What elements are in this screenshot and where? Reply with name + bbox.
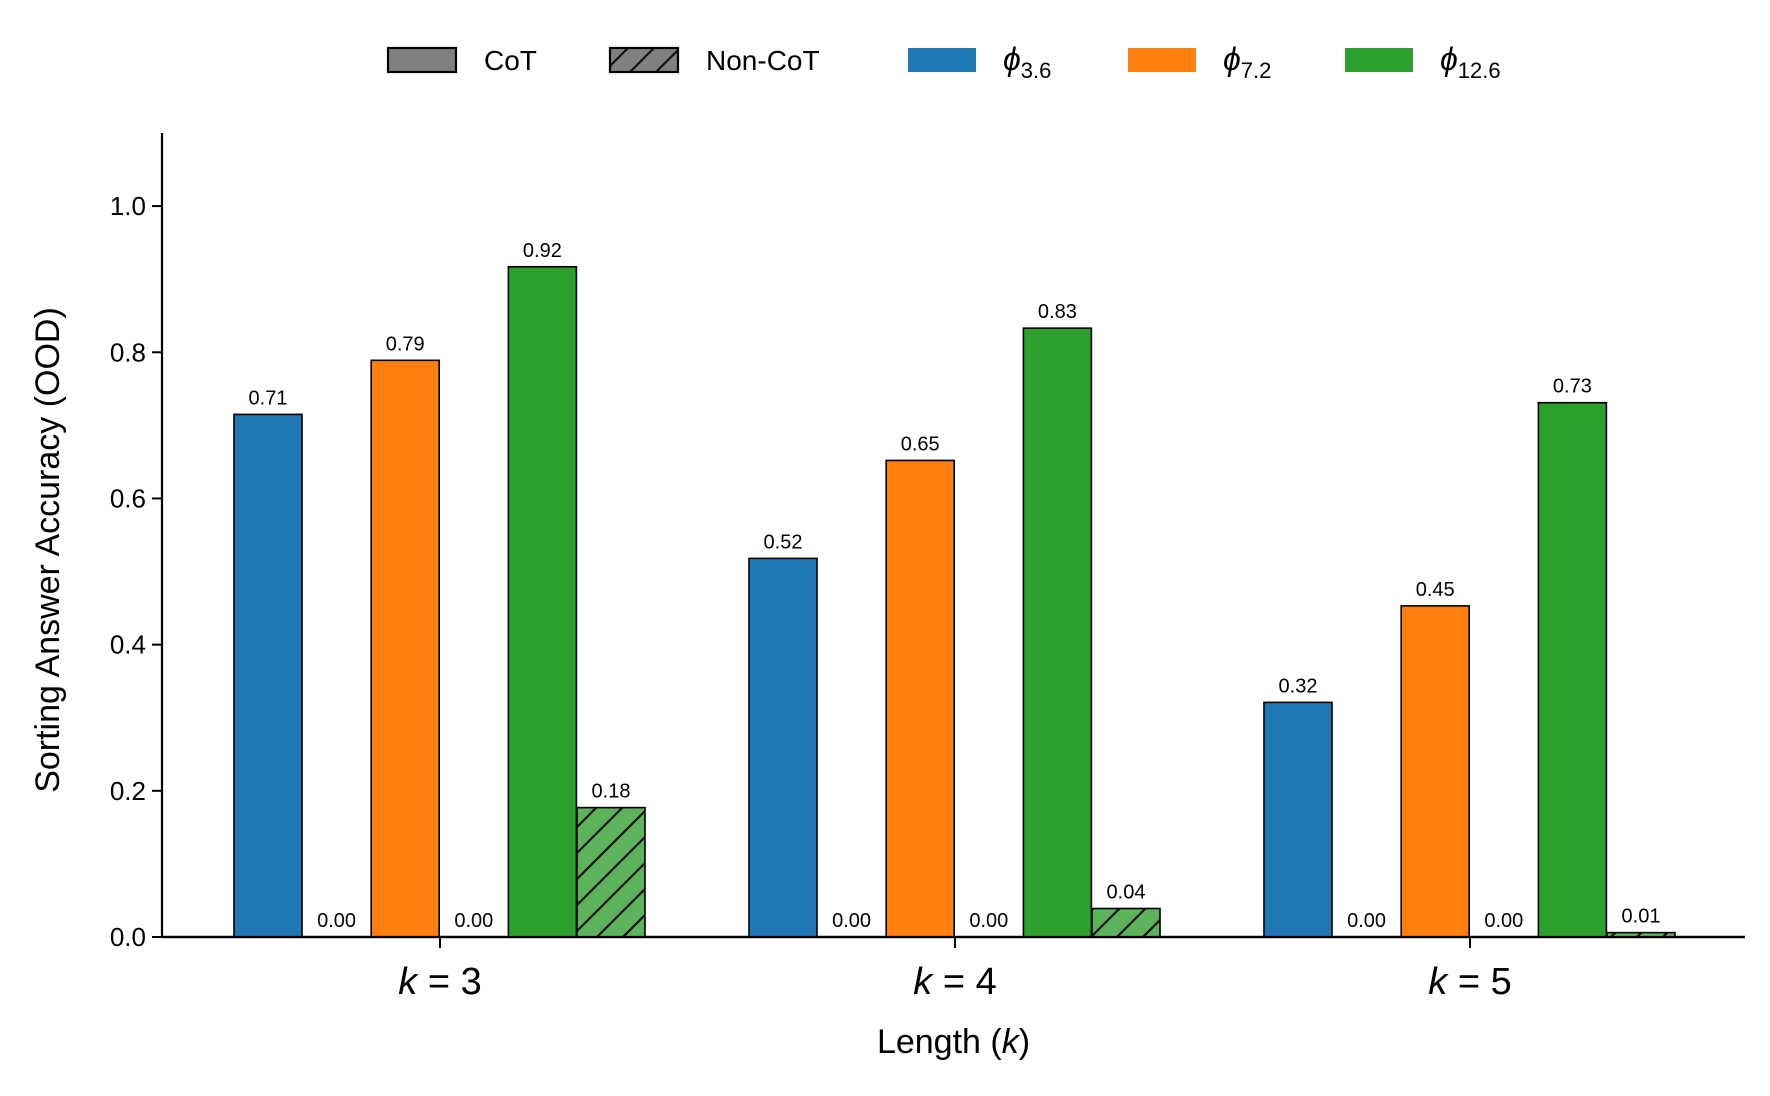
data-label: 0.79 xyxy=(386,333,425,355)
bar-cot-7.2-k3 xyxy=(370,359,441,938)
legend-item: CoT xyxy=(386,45,537,76)
data-label: 0.45 xyxy=(1416,579,1455,601)
bar-cot-12.6-k4 xyxy=(1022,327,1093,938)
data-label: 0.01 xyxy=(1622,906,1661,928)
y-axis-title: Sorting Answer Accuracy (OOD) xyxy=(29,307,67,793)
legend-swatch-phi-3.6 xyxy=(908,48,976,72)
data-label: 0.00 xyxy=(1484,910,1523,932)
legend-item: ϕ7.2 xyxy=(1128,41,1271,83)
y-tick-label: 0.8 xyxy=(110,337,146,367)
y-tick-label: 0.4 xyxy=(110,630,146,660)
data-label: 0.18 xyxy=(592,781,631,803)
bar-cot-12.6-k5 xyxy=(1537,401,1608,938)
data-label: 0.65 xyxy=(901,433,940,455)
x-tick-label: k = 5 xyxy=(1428,961,1511,1003)
data-label: 0.04 xyxy=(1107,881,1146,903)
bar-cot-12.6-k3 xyxy=(507,265,578,938)
data-label: 0.00 xyxy=(317,910,356,932)
bar-cot-3.6-k4 xyxy=(748,557,818,938)
legend-label: ϕ7.2 xyxy=(1223,41,1271,83)
data-label: 0.83 xyxy=(1038,301,1077,323)
data-label: 0.00 xyxy=(832,910,871,932)
axes: 0.0 0.2 0.4 0.6 0.8 1.0 k = 3 k = 4 k = 5 Length … xyxy=(29,133,1745,1061)
y-tick-label: 1.0 xyxy=(110,191,146,221)
legend-swatch-phi-12.6 xyxy=(1345,48,1413,72)
x-tick-label: k = 3 xyxy=(398,961,481,1003)
data-label: 0.00 xyxy=(1347,910,1386,932)
data-labels: 0.71 0.00 0.79 0.00 0.92 0.18 0.52 0.00 0.65 0.00… xyxy=(162,240,1745,939)
legend-label: Non-CoT xyxy=(706,45,820,76)
bar-cot-3.6-k3 xyxy=(233,413,303,938)
bar-cot-7.2-k5 xyxy=(1400,605,1470,938)
legend-item: ϕ3.6 xyxy=(908,41,1051,83)
data-label: 0.92 xyxy=(523,240,562,262)
legend-label: ϕ12.6 xyxy=(1440,41,1501,83)
x-axis-title: Length (k) xyxy=(877,1023,1030,1061)
bar-noncot-12.6-k4 xyxy=(1091,907,1161,938)
data-label: 0.32 xyxy=(1279,675,1318,697)
legend-label: ϕ3.6 xyxy=(1003,41,1051,83)
legend-swatch-non-cot xyxy=(608,46,680,74)
legend-label: CoT xyxy=(484,45,537,76)
bar-cot-7.2-k4 xyxy=(885,459,956,938)
bar-noncot-12.6-k3 xyxy=(576,806,646,938)
data-label: 0.73 xyxy=(1553,376,1592,398)
bar-cot-3.6-k5 xyxy=(1263,701,1333,938)
y-tick-label: 0.2 xyxy=(110,776,146,806)
data-label: 0.00 xyxy=(454,910,493,932)
y-tick-label: 0.6 xyxy=(110,483,146,513)
y-tick-label: 0.0 xyxy=(110,922,146,952)
data-label: 0.52 xyxy=(764,531,803,553)
x-tick-label: k = 4 xyxy=(913,961,996,1003)
legend-item: Non-CoT xyxy=(608,45,820,76)
data-label: 0.00 xyxy=(969,910,1008,932)
data-label: 0.71 xyxy=(249,387,288,409)
legend-swatch-cot xyxy=(386,46,458,74)
bars xyxy=(233,265,1676,938)
legend-swatch-phi-7.2 xyxy=(1128,48,1196,72)
legend-item: ϕ12.6 xyxy=(1345,41,1501,83)
legend: CoT Non-CoT ϕ3.6 ϕ7.2 ϕ12.6 xyxy=(386,41,1501,83)
